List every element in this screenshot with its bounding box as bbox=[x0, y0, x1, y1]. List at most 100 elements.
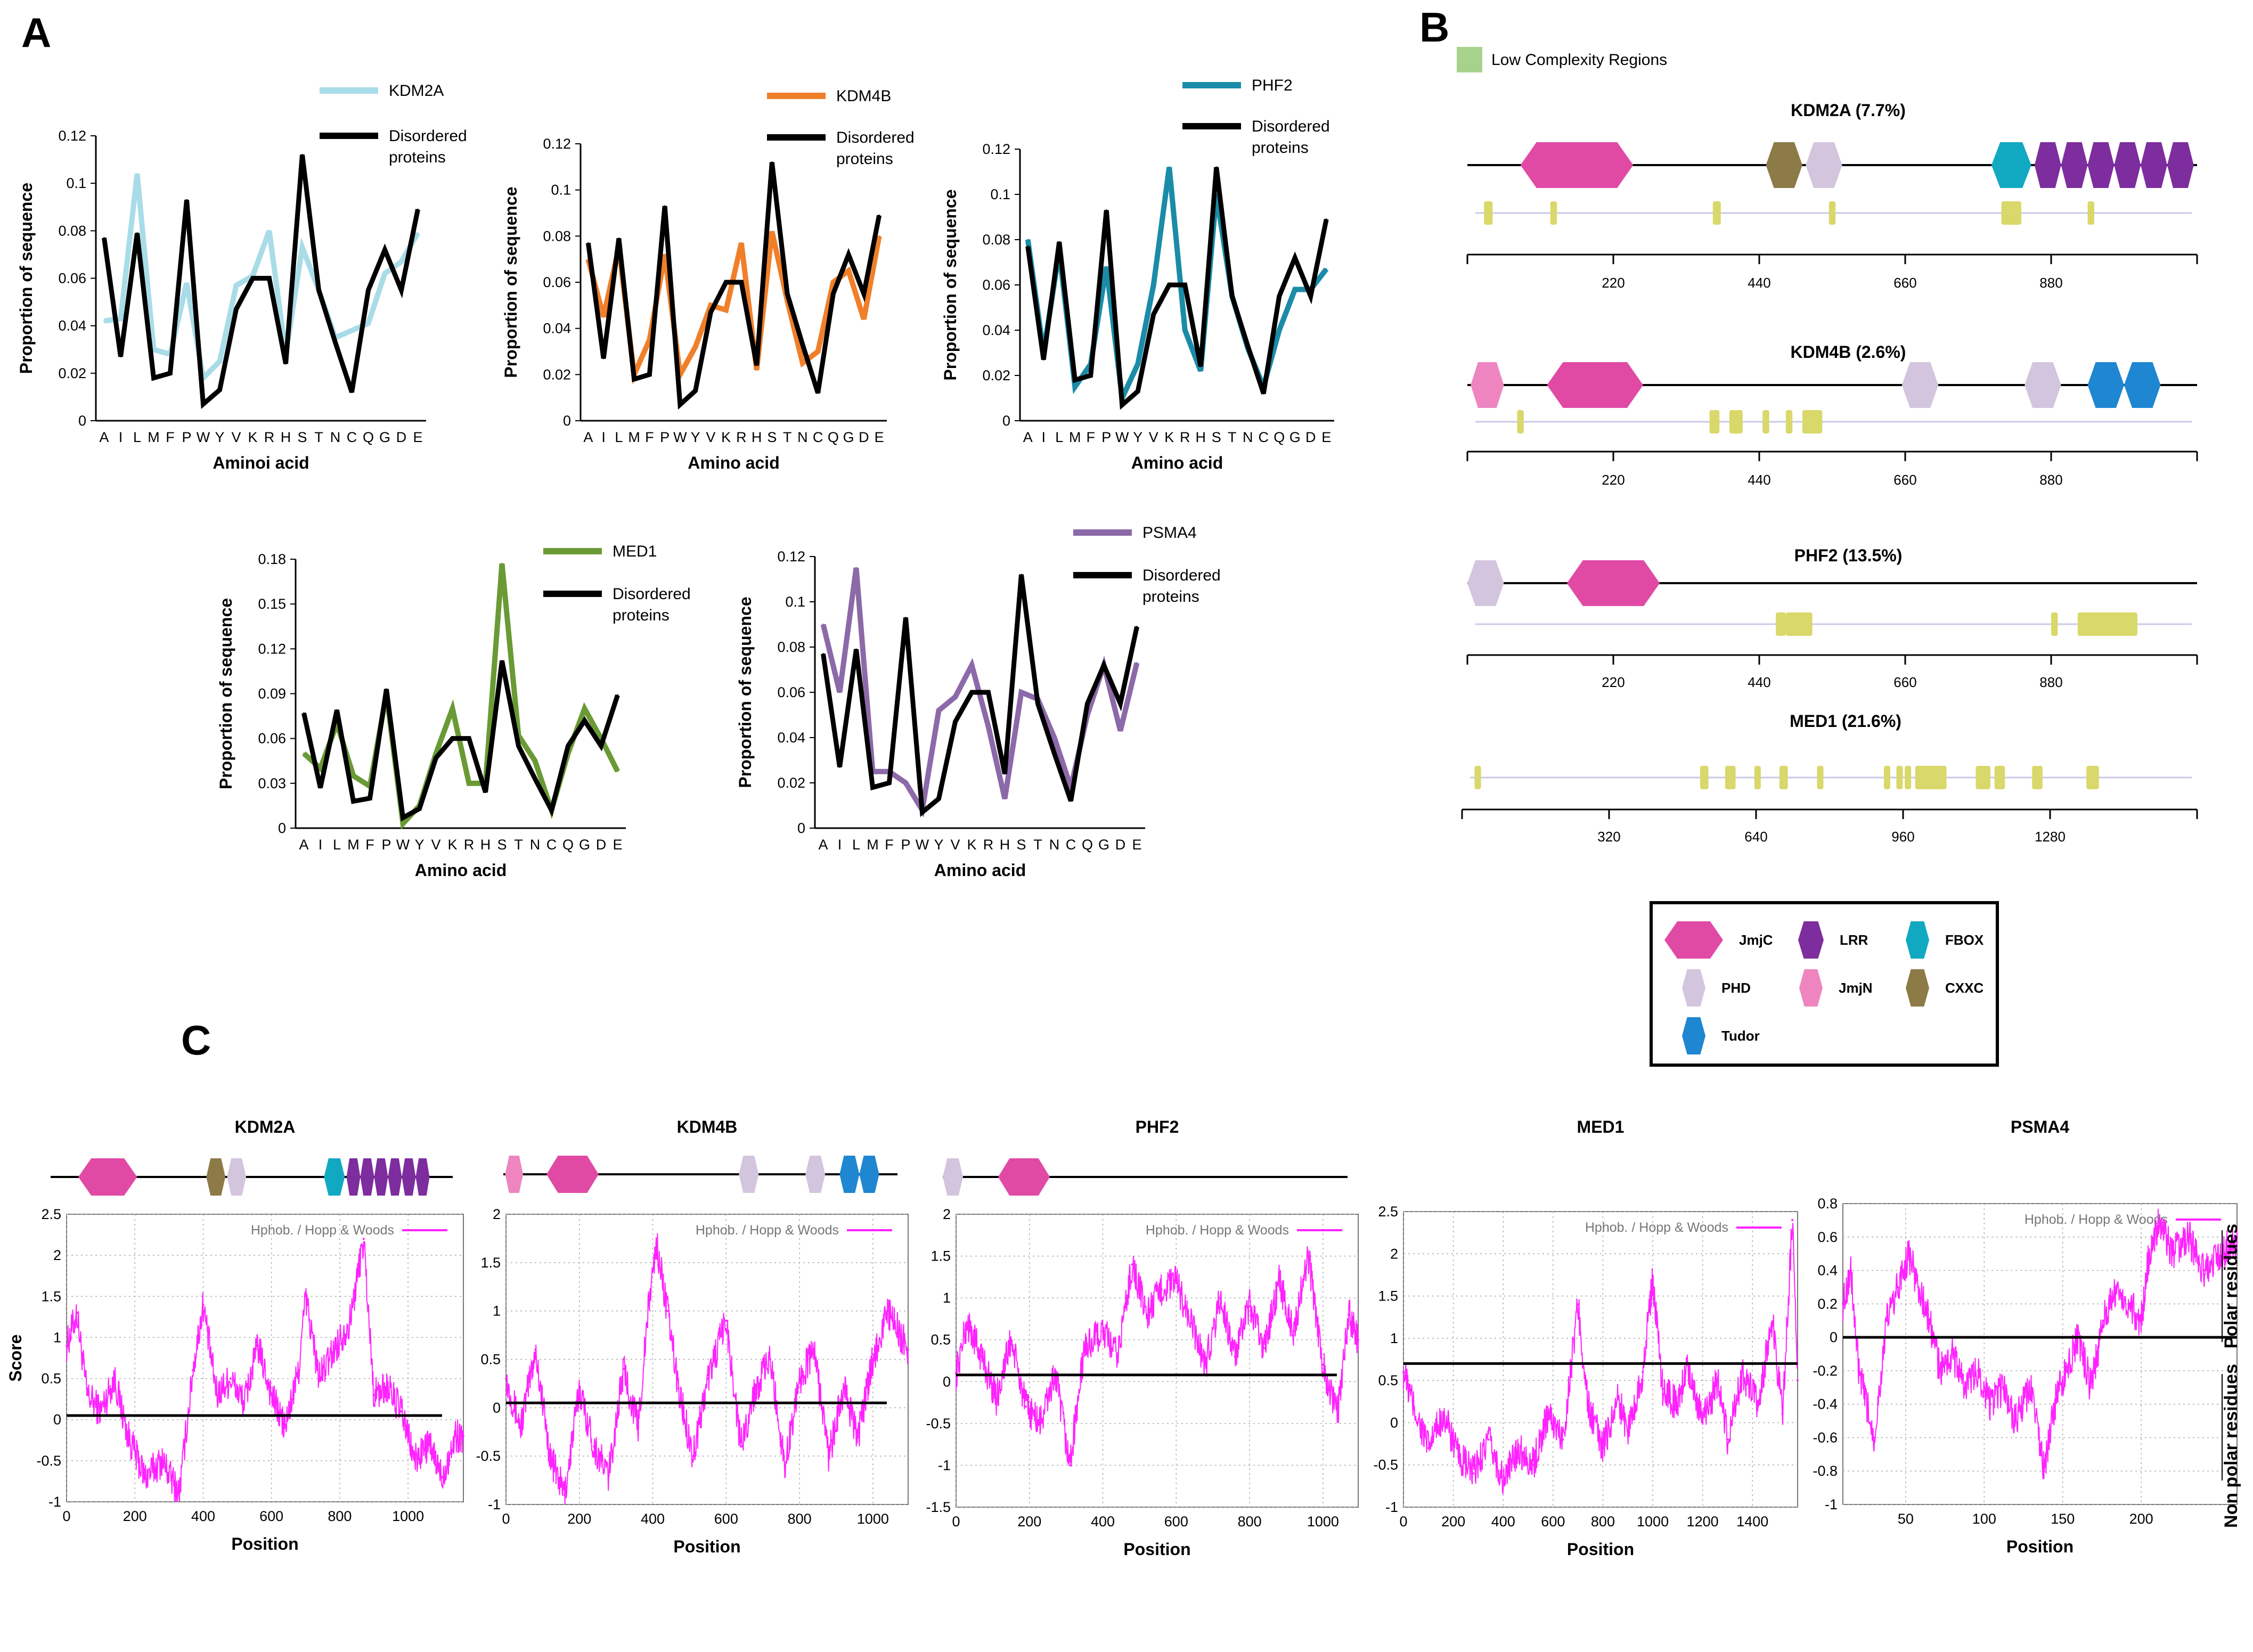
data-point bbox=[1502, 1481, 1505, 1483]
data-point bbox=[1310, 295, 1312, 297]
data-point bbox=[2148, 1253, 2150, 1255]
jmjn-legend-swatch bbox=[1799, 969, 1823, 1007]
x-tick-label: 600 bbox=[259, 1508, 283, 1524]
fbox-domain bbox=[1991, 142, 2031, 188]
y-axis-title: Score bbox=[6, 1335, 25, 1382]
x-tick-label: R bbox=[464, 837, 475, 853]
data-point bbox=[1676, 1404, 1679, 1407]
x-tick-label: I bbox=[119, 429, 123, 445]
phd-domain bbox=[805, 1156, 826, 1193]
data-point bbox=[593, 1445, 595, 1447]
data-point bbox=[2115, 1286, 2117, 1288]
y-tick-label: -0.5 bbox=[36, 1453, 61, 1469]
lcr-segment bbox=[2032, 766, 2043, 789]
x-tick-label: N bbox=[797, 429, 808, 445]
data-point bbox=[739, 1445, 742, 1447]
data-point bbox=[303, 712, 305, 714]
lcr-segment bbox=[1700, 766, 1709, 789]
x-tick-label: Y bbox=[691, 429, 700, 445]
x-tick-label: T bbox=[1228, 429, 1237, 445]
data-point bbox=[905, 782, 907, 784]
tudor-domain bbox=[839, 1156, 860, 1193]
data-point bbox=[1199, 370, 1202, 372]
data-point bbox=[1964, 1386, 1966, 1389]
x-tick-label: D bbox=[396, 429, 407, 445]
data-point bbox=[1087, 702, 1088, 705]
lrr-domain bbox=[2087, 142, 2115, 188]
data-point bbox=[1054, 737, 1055, 739]
x-tick-label: I bbox=[601, 429, 606, 445]
data-point bbox=[1027, 239, 1029, 241]
data-point bbox=[771, 161, 773, 163]
x-tick-label: N bbox=[1049, 837, 1060, 853]
data-point bbox=[534, 1348, 537, 1351]
data-point bbox=[1661, 1388, 1664, 1390]
panel-b-domain-maps: Low Complexity Regions KDM2A (7.7%) 220 440… bbox=[1457, 47, 2198, 1067]
x-tick-label: D bbox=[1305, 429, 1316, 445]
y-tick-label: -1 bbox=[48, 1494, 61, 1510]
x-tick-label: R bbox=[983, 837, 994, 853]
phd-domain bbox=[1806, 142, 1842, 188]
y-tick-label: -1 bbox=[1825, 1496, 1838, 1512]
y-tick-label: 0.06 bbox=[777, 684, 805, 700]
data-point bbox=[677, 1387, 680, 1389]
data-point bbox=[284, 1427, 287, 1429]
x-tick-label: Y bbox=[934, 837, 943, 853]
data-point bbox=[725, 1319, 728, 1322]
axis-tick-label: 660 bbox=[1893, 472, 1916, 488]
data-point bbox=[66, 1344, 68, 1347]
y-tick-label: -0.5 bbox=[476, 1448, 501, 1464]
data-point bbox=[1857, 1369, 1860, 1372]
lcr-segment bbox=[2051, 612, 2058, 636]
data-point bbox=[709, 311, 712, 313]
y-tick-label: 0 bbox=[78, 413, 86, 429]
data-point bbox=[987, 691, 989, 693]
data-point bbox=[1004, 798, 1006, 800]
y-tick-label: 2 bbox=[493, 1206, 501, 1222]
data-point bbox=[847, 269, 850, 272]
x-axis-title: Position bbox=[1123, 1540, 1190, 1559]
data-point bbox=[1231, 295, 1233, 297]
data-point bbox=[602, 316, 605, 318]
x-tick-label: S bbox=[497, 837, 507, 853]
x-tick-label: C bbox=[1066, 837, 1076, 853]
y-tick-label: -0.8 bbox=[1813, 1463, 1838, 1479]
data-point bbox=[1184, 329, 1186, 331]
lcr-segment bbox=[1762, 410, 1769, 434]
data-point bbox=[297, 1369, 300, 1372]
data-point bbox=[1039, 1422, 1042, 1425]
domain-legend-label: Tudor bbox=[1721, 1028, 1760, 1044]
y-tick-label: 1 bbox=[493, 1303, 501, 1319]
chart-A-MED1: 0 0.03 0.06 0.09 0.12 0.15 0.18 A I L M F P W Y V K R H S T N… bbox=[216, 543, 691, 880]
data-point bbox=[452, 708, 453, 710]
data-point bbox=[369, 797, 371, 799]
data-point bbox=[664, 205, 666, 207]
jmjc-domain bbox=[1566, 560, 1660, 606]
x-tick-label: Y bbox=[1133, 429, 1142, 445]
lrr-domain bbox=[360, 1158, 374, 1196]
fbox-domain bbox=[324, 1158, 345, 1196]
x-tick-label: L bbox=[333, 837, 341, 853]
data-point bbox=[386, 1386, 389, 1388]
data-point bbox=[136, 173, 138, 175]
domain-legend-frame bbox=[1650, 901, 1999, 1067]
x-axis-title: Position bbox=[2006, 1537, 2074, 1556]
lcr-segment bbox=[2086, 766, 2099, 789]
data-point bbox=[2236, 1236, 2238, 1238]
data-point bbox=[832, 293, 834, 295]
x-tick-label: 800 bbox=[1238, 1514, 1262, 1530]
data-point bbox=[368, 289, 369, 291]
data-point bbox=[1642, 1371, 1644, 1373]
y-tick-label: 0.15 bbox=[258, 596, 286, 612]
y-tick-label: 0.02 bbox=[982, 367, 1010, 383]
data-point bbox=[161, 1459, 164, 1462]
y-axis-title: Proportion of sequence bbox=[501, 186, 520, 378]
data-point bbox=[270, 1394, 273, 1396]
data-point bbox=[655, 1242, 658, 1245]
data-point bbox=[1487, 1438, 1490, 1441]
data-point bbox=[402, 816, 404, 819]
data-point bbox=[1278, 295, 1280, 297]
y-tick-label: 0.1 bbox=[551, 182, 571, 198]
lcr-legend-label: Low Complexity Regions bbox=[1491, 51, 1667, 69]
data-point bbox=[303, 753, 305, 755]
